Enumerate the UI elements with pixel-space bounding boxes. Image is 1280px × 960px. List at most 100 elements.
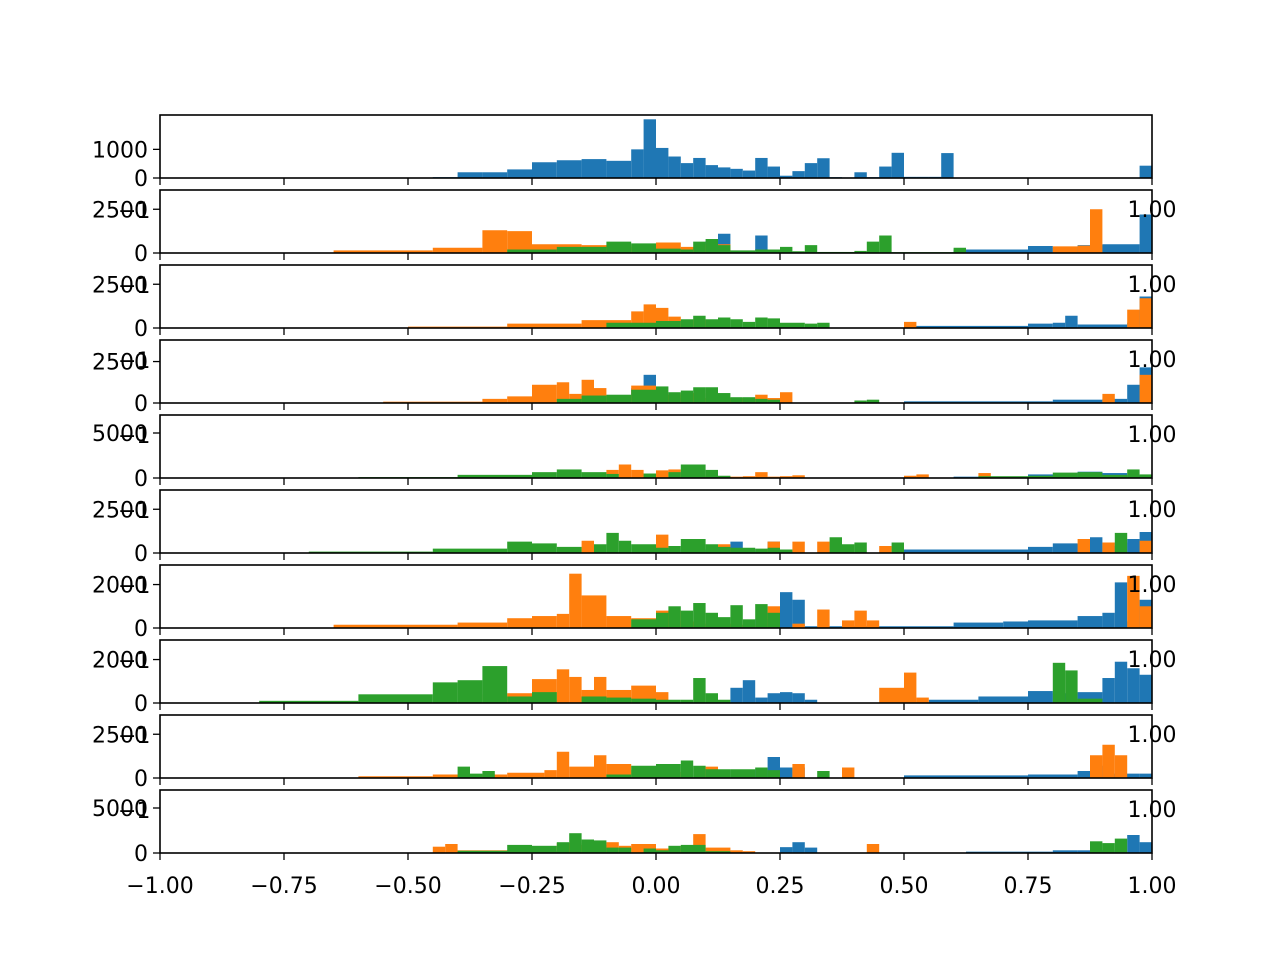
- histogram-bar: [842, 620, 855, 628]
- histogram-bar: [457, 474, 532, 478]
- histogram-bar: [333, 624, 458, 628]
- histogram-bar: [718, 617, 731, 628]
- histogram-bar: [482, 771, 495, 778]
- histogram-bar: [482, 666, 508, 703]
- histogram-bar: [432, 846, 446, 853]
- histogram-bar: [507, 618, 532, 628]
- histogram-bar: [780, 175, 793, 178]
- histogram-bar: [730, 850, 743, 853]
- histogram-bar: [1139, 540, 1152, 553]
- histogram-bar: [532, 162, 557, 178]
- histogram-bar: [792, 475, 805, 478]
- histogram-bar: [767, 166, 780, 178]
- histogram-bar: [854, 400, 867, 403]
- histogram-bar: [879, 235, 892, 253]
- histogram-bar: [742, 397, 756, 403]
- histogram-bar: [1077, 771, 1090, 778]
- histogram-bar: [1127, 309, 1140, 329]
- histogram-bar: [879, 687, 904, 703]
- histogram-bar: [1102, 244, 1140, 253]
- histogram-bar: [656, 612, 669, 628]
- histogram-bar: [1028, 691, 1053, 703]
- histogram-bar: [705, 693, 718, 703]
- histogram-bar: [767, 541, 780, 554]
- y-tick-label: 1000: [92, 138, 148, 163]
- histogram-bar: [1077, 245, 1090, 253]
- histogram-bar: [767, 612, 780, 628]
- histogram-bar: [705, 769, 731, 778]
- histogram-bar: [507, 169, 532, 178]
- overlay-tick-label-right: 1.00: [1128, 498, 1177, 523]
- histogram-bar: [978, 476, 1028, 478]
- histogram-bar: [507, 541, 532, 554]
- histogram-bar: [1139, 165, 1152, 178]
- histogram-bar: [1127, 575, 1140, 628]
- histogram-bar: [680, 319, 694, 328]
- histogram-bar: [780, 246, 793, 254]
- x-tick-label: 0.75: [1004, 874, 1053, 899]
- histogram-bar: [780, 767, 793, 778]
- overlay-tick-label-right: 1.00: [1128, 273, 1177, 298]
- histogram-bar: [432, 247, 483, 253]
- overlay-tick-label-left: −1: [118, 349, 150, 374]
- histogram-bar: [1102, 678, 1115, 703]
- histogram-bar: [656, 547, 669, 553]
- histogram-bar: [1077, 698, 1103, 703]
- histogram-bar: [445, 844, 458, 853]
- histogram-bar: [792, 171, 805, 178]
- histogram-bar: [693, 678, 706, 703]
- histogram-bar: [767, 770, 780, 779]
- y-tick-label: 5000: [92, 422, 148, 447]
- histogram-bar: [742, 619, 756, 628]
- y-tick-label: 0: [134, 617, 148, 642]
- series-blue: [730, 661, 1152, 703]
- histogram-bar: [680, 163, 694, 178]
- histogram-bar: [656, 321, 681, 328]
- histogram-bar: [718, 475, 731, 478]
- histogram-bar: [581, 696, 607, 703]
- histogram-bar: [742, 680, 756, 703]
- histogram-bar: [1077, 616, 1103, 628]
- histogram-bar: [656, 692, 669, 703]
- histogram-bar: [656, 699, 681, 703]
- histogram-bar: [532, 845, 557, 853]
- y-tick-label: 0: [134, 467, 148, 492]
- histogram-bar: [656, 386, 669, 403]
- histogram-bar: [767, 399, 780, 403]
- histogram-bar: [705, 387, 718, 403]
- series-green: [358, 464, 1152, 478]
- y-tick-label: 2500: [92, 351, 148, 376]
- histogram-bar: [780, 322, 805, 328]
- shared-x-axis: −1.00 −0.75 −0.50 −0.25 0.00 0.25 0.50 0.75 1.00: [126, 874, 1176, 899]
- x-tick-label: 0.25: [756, 874, 805, 899]
- histogram-bar: [668, 845, 681, 853]
- histogram-bar: [1077, 539, 1090, 553]
- histogram-bar: [1003, 621, 1028, 628]
- histogram-bar: [804, 245, 818, 254]
- histogram-bar: [606, 697, 632, 703]
- histogram-bar: [730, 250, 756, 254]
- y-tick-label: 0: [134, 242, 148, 267]
- histogram-bar: [556, 546, 582, 554]
- histogram-bar: [1102, 744, 1115, 778]
- histogram-bar: [1052, 472, 1078, 478]
- histogram-bar: [556, 469, 582, 478]
- histogram-bar: [1114, 532, 1128, 554]
- overlay-tick-label-left: −1: [118, 649, 150, 674]
- histogram-bar: [643, 304, 656, 329]
- histogram-bar: [656, 764, 681, 778]
- histogram-bar: [569, 676, 582, 703]
- subplot-6: 0 2500−1 1.00: [92, 489, 1177, 567]
- overlay-tick-label-left: −1: [118, 199, 150, 224]
- overlay-tick-label-right: 1.00: [1128, 573, 1177, 598]
- histogram-bar: [767, 547, 780, 553]
- histogram-bar: [1052, 543, 1078, 554]
- subplot-3: 0 2500−1 1.00: [92, 264, 1177, 342]
- histogram-bar: [866, 241, 880, 254]
- histogram-bar: [780, 592, 793, 628]
- histogram-bar: [817, 541, 830, 554]
- subplot-7: 0 2000−1 1.00: [92, 564, 1177, 642]
- histogram-bar: [569, 573, 582, 628]
- histogram-bar: [780, 692, 793, 703]
- histogram-bar: [817, 158, 830, 178]
